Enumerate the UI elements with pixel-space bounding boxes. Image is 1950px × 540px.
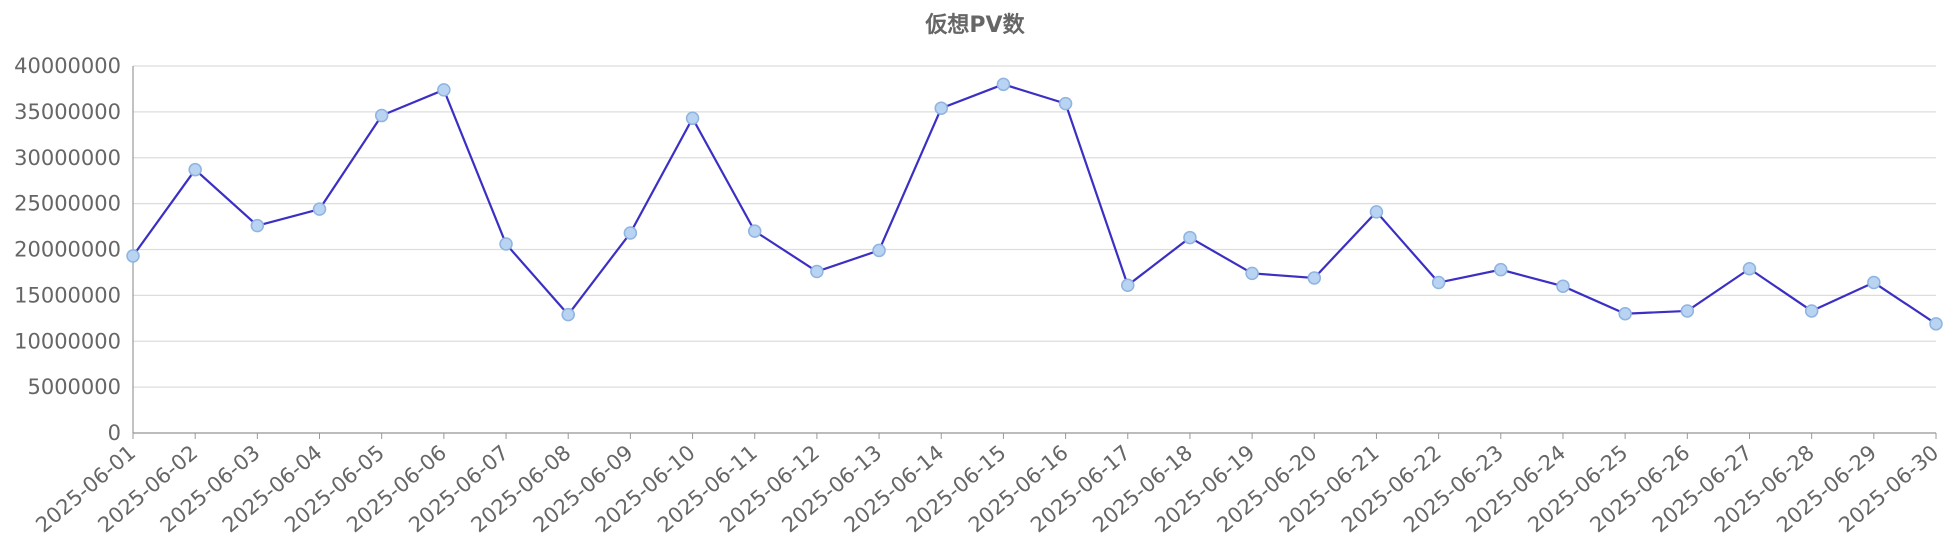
- point: [1804, 304, 1819, 318]
- y-tick-label: 20000000: [14, 238, 121, 262]
- y-tick-label: 10000000: [14, 329, 121, 353]
- y-tick-label: 0: [108, 421, 121, 445]
- y-tick-label: 35000000: [14, 100, 121, 124]
- point: [437, 83, 451, 97]
- point: [374, 108, 389, 123]
- point: [188, 162, 202, 177]
- y-tick-label: 40000000: [14, 54, 121, 78]
- point: [1680, 304, 1695, 318]
- point: [499, 237, 513, 251]
- point: [126, 249, 140, 263]
- point: [685, 111, 700, 126]
- point: [1245, 266, 1259, 281]
- point: [1556, 279, 1570, 293]
- point: [1369, 205, 1384, 219]
- point: [1618, 306, 1632, 321]
- point: [934, 101, 948, 115]
- y-tick-label: 5000000: [27, 375, 121, 399]
- point: [872, 243, 886, 258]
- point: [1431, 275, 1446, 290]
- point: [561, 307, 575, 322]
- y-tick-label: 15000000: [14, 283, 121, 307]
- point: [1121, 278, 1135, 293]
- point: [250, 218, 265, 233]
- point: [1183, 230, 1197, 245]
- point: [1058, 96, 1073, 111]
- point: [1929, 317, 1943, 331]
- point: [747, 224, 762, 238]
- point: [1867, 275, 1881, 290]
- point: [810, 264, 824, 279]
- point: [1307, 271, 1322, 285]
- chart-title: 仮想PV数: [924, 12, 1025, 38]
- y-tick-label: 30000000: [14, 146, 121, 170]
- point: [312, 202, 327, 216]
- point: [996, 77, 1011, 92]
- point: [623, 226, 638, 240]
- y-tick-label: 25000000: [14, 192, 121, 216]
- point: [1742, 262, 1757, 276]
- point: [1494, 262, 1508, 277]
- line: [132, 83, 1937, 325]
